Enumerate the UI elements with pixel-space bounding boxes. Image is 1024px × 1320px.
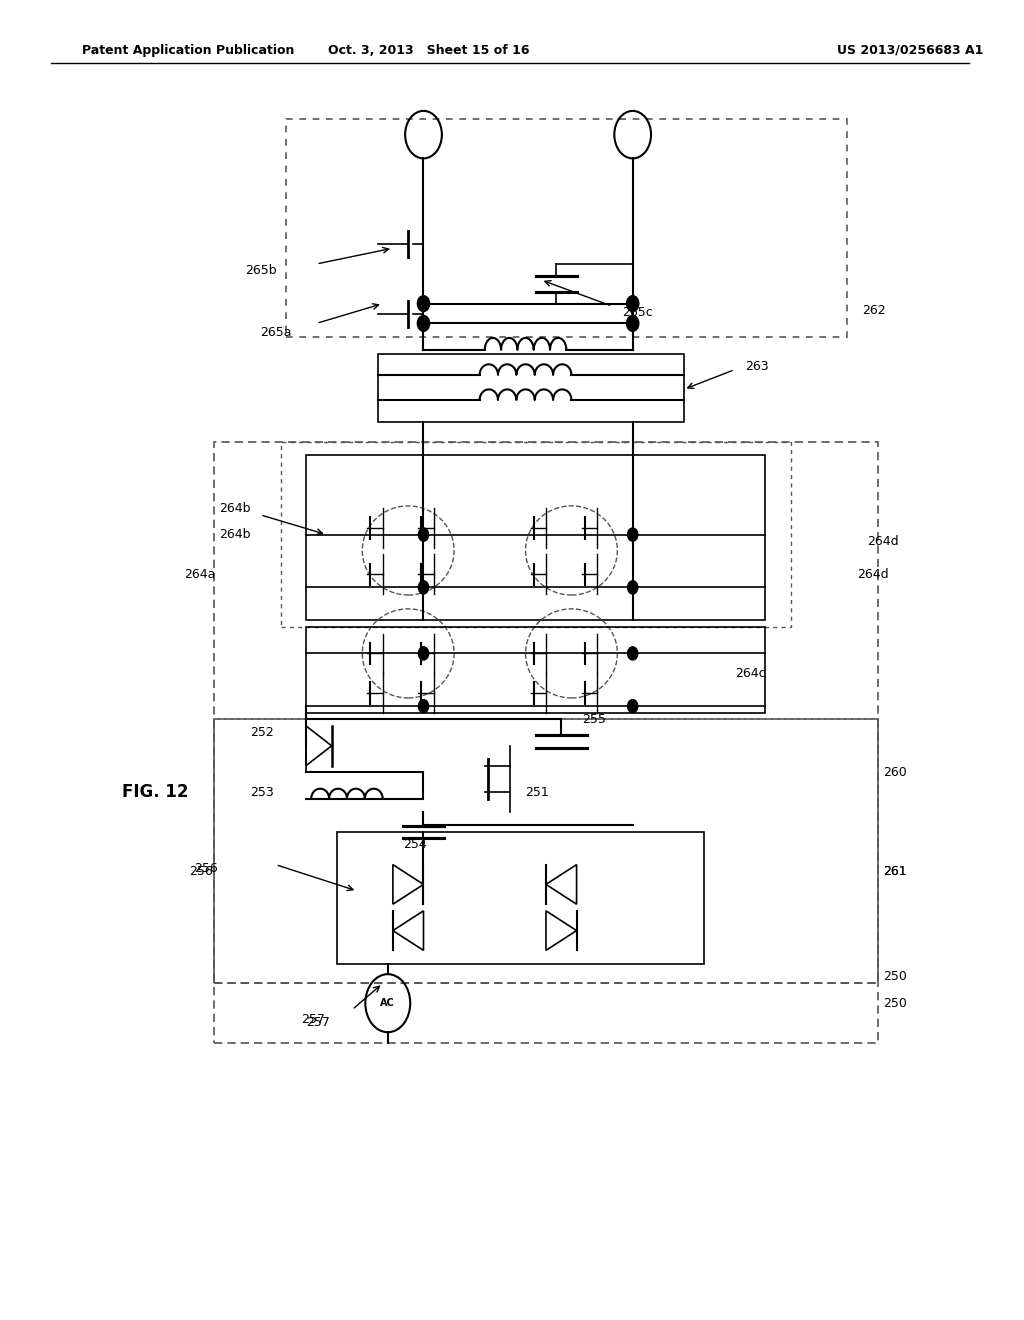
Text: 264d: 264d — [857, 568, 889, 581]
Bar — [378, 354, 684, 422]
Text: 250: 250 — [883, 970, 906, 983]
Text: 261: 261 — [883, 865, 906, 878]
Circle shape — [627, 315, 639, 331]
Text: 257: 257 — [306, 1016, 330, 1030]
Bar — [214, 719, 878, 1043]
Text: 264a: 264a — [183, 568, 215, 581]
Bar — [214, 719, 878, 983]
Text: 256: 256 — [188, 865, 213, 878]
Bar — [286, 119, 847, 337]
Text: 250: 250 — [883, 997, 906, 1010]
Text: 254: 254 — [403, 838, 427, 851]
Text: AC: AC — [380, 998, 395, 1008]
Text: 261: 261 — [883, 865, 906, 878]
Circle shape — [418, 296, 430, 312]
Text: 253: 253 — [250, 785, 273, 799]
Text: 265c: 265c — [623, 306, 653, 319]
Text: 255: 255 — [582, 713, 605, 726]
Bar — [306, 455, 765, 620]
Circle shape — [419, 528, 429, 541]
Text: 252: 252 — [250, 726, 273, 739]
Text: 265a: 265a — [260, 326, 292, 339]
Text: 264b: 264b — [219, 502, 251, 515]
Bar — [214, 442, 878, 983]
Text: 260: 260 — [883, 766, 906, 779]
Text: US 2013/0256683 A1: US 2013/0256683 A1 — [837, 44, 983, 57]
Text: Patent Application Publication: Patent Application Publication — [82, 44, 294, 57]
Text: 251: 251 — [525, 785, 549, 799]
Text: 264c: 264c — [735, 667, 765, 680]
Circle shape — [627, 296, 639, 312]
Text: Oct. 3, 2013   Sheet 15 of 16: Oct. 3, 2013 Sheet 15 of 16 — [328, 44, 529, 57]
Circle shape — [419, 647, 429, 660]
Text: 264d: 264d — [867, 535, 899, 548]
Text: 265b: 265b — [245, 264, 276, 277]
Circle shape — [418, 315, 430, 331]
Bar — [306, 627, 765, 713]
Text: 262: 262 — [862, 304, 886, 317]
Text: 256: 256 — [194, 862, 218, 875]
Text: 257: 257 — [301, 1012, 325, 1026]
Bar — [281, 442, 791, 627]
Text: 263: 263 — [744, 360, 769, 374]
Circle shape — [628, 581, 638, 594]
Text: 264b: 264b — [219, 528, 251, 541]
Circle shape — [628, 528, 638, 541]
Circle shape — [419, 581, 429, 594]
Circle shape — [628, 700, 638, 713]
Bar — [337, 832, 705, 964]
Circle shape — [628, 647, 638, 660]
Circle shape — [419, 700, 429, 713]
Text: FIG. 12: FIG. 12 — [123, 783, 189, 801]
